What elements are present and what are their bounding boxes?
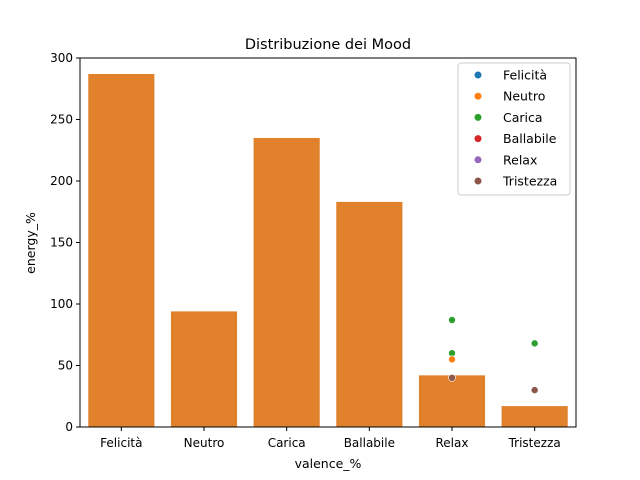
legend-label-1: Neutro [503,89,545,104]
bars [88,73,568,428]
x-axis-label: valence_% [295,456,362,471]
bar-1 [170,311,238,427]
x-tick-label-5: Tristezza [508,436,561,450]
bar-0 [88,73,155,428]
y-tick-label-3: 150 [50,236,73,250]
y-tick-label-5: 250 [50,113,73,127]
legend-marker-2 [474,113,482,121]
legend-marker-3 [474,135,482,143]
y-axis-label: energy_% [23,212,38,274]
y-tick-label-6: 300 [50,51,73,65]
y-axis: 0 50 100 150 200 250 300 [50,51,80,434]
y-tick-label-1: 50 [58,359,73,373]
bar-3 [336,201,403,427]
legend-box [457,62,571,196]
bar-2 [253,137,320,427]
y-tick-label-0: 0 [65,420,73,434]
scatter-point-2 [448,355,456,364]
scatter-points [448,316,539,394]
legend-label-2: Carica [503,110,543,125]
legend-label-3: Ballabile [503,131,557,146]
x-tick-label-1: Neutro [184,436,225,450]
legend-marker-0 [474,71,482,79]
x-tick-label-0: Felicità [100,436,142,450]
x-axis: Felicità Neutro Carica Ballabile Relax Triste… [100,427,561,450]
legend-label-4: Relax [503,152,537,167]
chart-title: Distribuzione dei Mood [245,37,411,53]
x-tick-label-2: Carica [268,436,306,450]
scatter-point-0 [448,316,456,324]
x-tick-label-4: Relax [436,436,469,450]
scatter-point-3 [448,373,456,382]
legend-marker-5 [474,177,482,185]
y-tick-label-4: 200 [50,174,73,188]
legend-label-5: Tristezza [502,174,557,189]
bar-5 [501,406,568,427]
scatter-point-5 [530,386,539,394]
legend-marker-4 [474,156,482,164]
legend-label-0: Felicità [503,68,547,83]
y-tick-label-2: 100 [50,297,73,311]
bar-4 [418,375,486,427]
scatter-point-4 [530,339,539,348]
x-tick-label-3: Ballabile [344,436,395,450]
legend: Felicità Neutro Carica Ballabile Relax Triste… [457,62,571,196]
legend-marker-1 [474,92,482,100]
